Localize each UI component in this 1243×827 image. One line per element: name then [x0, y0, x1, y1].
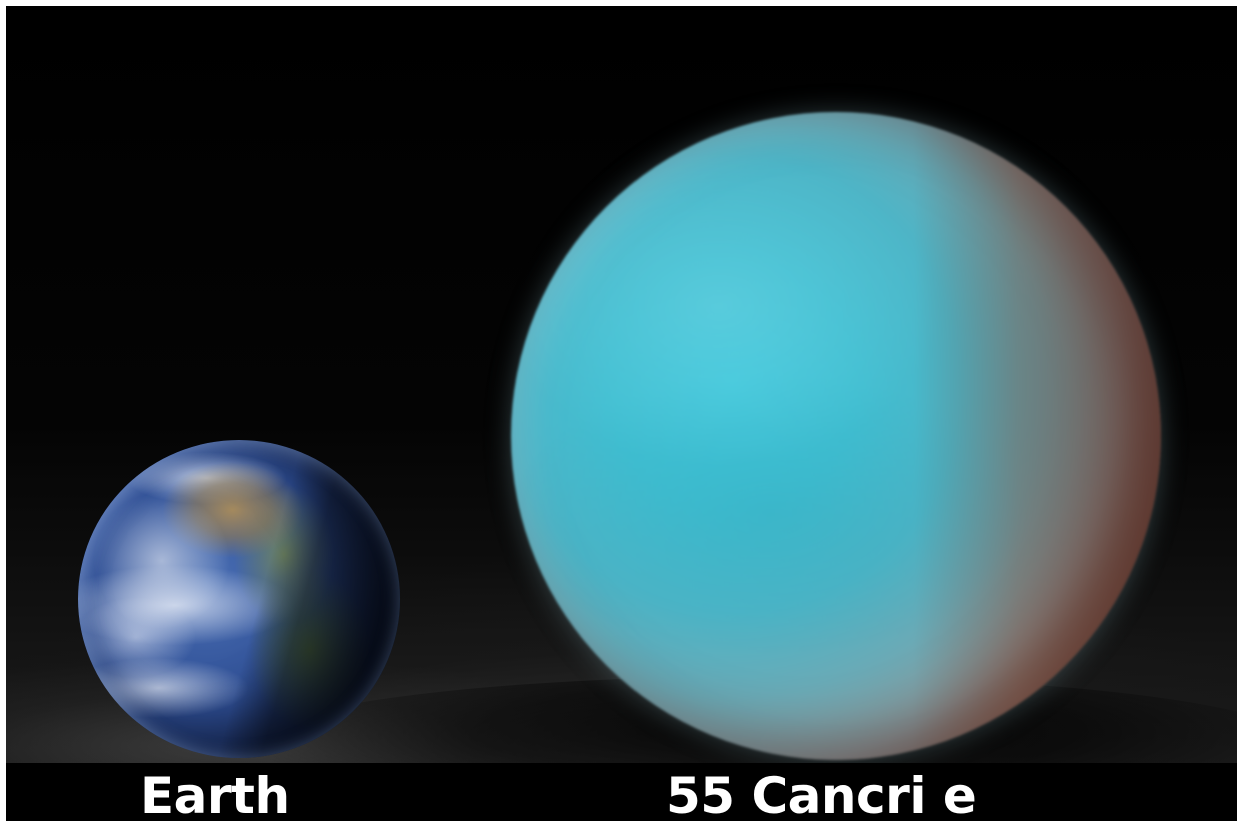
- caption-strip: Earth 55 Cancri e: [6, 763, 1237, 821]
- earth-atmosphere-rim: [78, 440, 400, 758]
- image-frame: Earth 55 Cancri e: [6, 6, 1237, 821]
- earth-label: Earth: [140, 767, 290, 821]
- earth-night-side: [78, 440, 400, 758]
- space-scene: [6, 6, 1237, 763]
- cancri-atmosphere-haze: [511, 112, 1161, 760]
- cancri-label: 55 Cancri e: [666, 767, 977, 821]
- planet-earth: [78, 440, 400, 758]
- planet-55-cancri-e: [511, 112, 1161, 760]
